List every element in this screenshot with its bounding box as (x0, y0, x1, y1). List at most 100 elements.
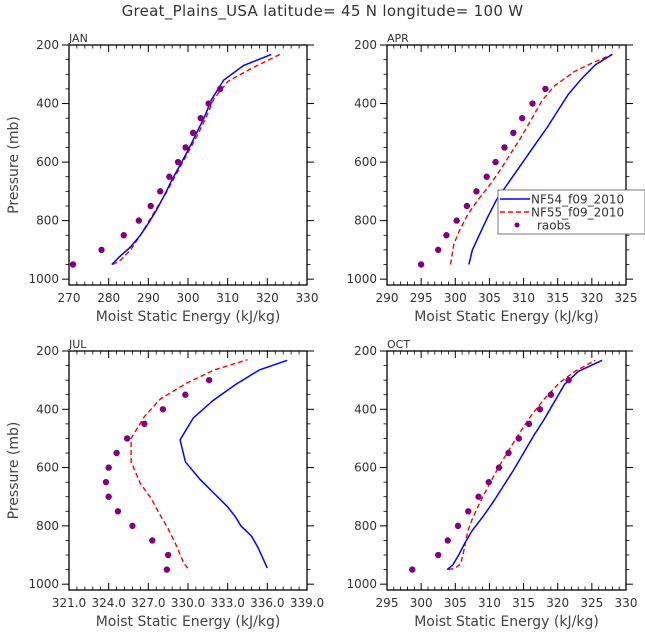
series-nf55-line (448, 359, 596, 571)
plot-frame (386, 44, 627, 286)
raobs-point (495, 464, 503, 471)
raobs-point (114, 508, 122, 515)
plot-frame (68, 350, 308, 591)
x-tick-label: 315 (512, 596, 535, 610)
x-tick-label: 324.0 (91, 596, 125, 610)
x-tick-label: 330 (296, 291, 319, 305)
x-tick-label: 290 (376, 291, 399, 305)
raobs-point (159, 406, 167, 413)
panel-jan: JAN 270 280 290 300 310 320 330 200 400 600 800 1000… (6, 32, 318, 325)
legend-raobs-marker (514, 222, 520, 228)
x-tick-label: 315 (546, 291, 569, 305)
x-axis-title: Moist Static Energy (kJ/kg) (414, 614, 599, 630)
y-tick-label: 400 (36, 402, 59, 416)
raobs-point (465, 508, 472, 515)
x-axis-title: Moist Static Energy (kJ/kg) (96, 309, 281, 325)
y-tick-label: 200 (354, 38, 377, 52)
y-tick-label: 600 (36, 461, 59, 475)
y-tick-label: 800 (36, 214, 59, 228)
raobs-point (157, 188, 164, 195)
series-nf54-line (446, 359, 603, 571)
panel-jul: JUL 321.0 324.0 327.0 330.0 333.0 336.0 339.0 20… (6, 338, 324, 630)
x-tick-label: 339.0 (290, 596, 324, 610)
series-nf54-line (468, 53, 613, 265)
raobs-point (98, 246, 105, 254)
x-tick-label: 300 (177, 291, 200, 305)
x-tick-label: 270 (58, 291, 81, 305)
raobs-point (454, 522, 462, 530)
y-tick-label: 400 (354, 97, 377, 111)
raobs-point (205, 376, 213, 384)
y-tick-label: 1000 (346, 577, 377, 591)
series-nf55-line (130, 359, 248, 569)
raobs-point (174, 158, 182, 166)
raobs-point (547, 391, 555, 398)
y-tick-label: 200 (354, 344, 377, 358)
x-tick-label: 295 (410, 291, 433, 305)
x-tick-label: 327.0 (131, 596, 165, 610)
y-axis-title: Pressure (mb) (6, 116, 22, 214)
raobs-point (123, 435, 131, 442)
raobs-point (444, 537, 451, 544)
y-tick-label: 600 (354, 155, 377, 169)
raobs-point (149, 537, 156, 544)
x-tick-label: 310 (216, 291, 239, 305)
x-tick-label: 280 (97, 291, 120, 305)
y-tick-label: 200 (36, 344, 59, 358)
x-tick-label: 295 (376, 596, 399, 610)
y-tick-label: 400 (354, 402, 377, 416)
y-axis-title: Pressure (mb) (6, 422, 22, 520)
panel-label: JUL (68, 338, 87, 351)
y-tick-label: 1000 (28, 577, 59, 591)
y-tick-label: 200 (36, 38, 59, 52)
raobs-point (525, 420, 533, 428)
raobs-point (129, 522, 136, 530)
raobs-point (463, 202, 471, 210)
x-tick-label: 305 (478, 291, 501, 305)
legend-box (497, 189, 645, 235)
x-tick-label: 305 (444, 596, 467, 610)
raobs-point (515, 435, 522, 442)
figure-title: Great_Plains_USA latitude= 45 N longitud… (121, 2, 524, 20)
x-tick-label: 310 (478, 596, 501, 610)
raobs-point (216, 85, 224, 93)
series-nf55-line (449, 53, 613, 265)
raobs-point (105, 493, 112, 500)
y-tick-label: 800 (354, 519, 377, 533)
raobs-point (492, 158, 499, 166)
series-nf55-line (112, 53, 282, 266)
raobs-point (182, 144, 189, 151)
x-tick-label: 333.0 (210, 596, 244, 610)
raobs-point (105, 464, 112, 471)
x-tick-label: 325 (615, 291, 638, 305)
raobs-point (435, 246, 442, 254)
x-tick-label: 310 (512, 291, 535, 305)
raobs-point (483, 173, 490, 180)
legend-label: raobs (537, 219, 571, 233)
raobs-point (164, 551, 172, 559)
y-tick-label: 800 (36, 519, 59, 533)
raobs-point (505, 449, 512, 457)
x-tick-label: 325 (580, 596, 603, 610)
raobs-point (120, 232, 127, 239)
raobs-point (182, 391, 189, 398)
plot-frame (68, 44, 308, 286)
legend-label: NF55_f09_2010 (531, 206, 624, 220)
raobs-point (197, 114, 204, 122)
raobs-point (435, 551, 442, 559)
raobs-point (536, 406, 544, 413)
raobs-point (141, 420, 148, 428)
panel-label: JAN (68, 32, 88, 45)
plot-frame (386, 350, 627, 591)
raobs-point (205, 100, 212, 107)
series-nf54-line (111, 53, 272, 266)
y-tick-label: 600 (36, 155, 59, 169)
raobs-point (453, 217, 460, 224)
panel-oct: OCT 295 300 305 310 315 320 325 330 200 400 600 800 1… (346, 338, 637, 630)
raobs-point (189, 129, 197, 137)
x-tick-label: 330.0 (171, 596, 205, 610)
x-axis-title: Moist Static Energy (kJ/kg) (414, 309, 599, 325)
panel-label: OCT (387, 338, 410, 351)
